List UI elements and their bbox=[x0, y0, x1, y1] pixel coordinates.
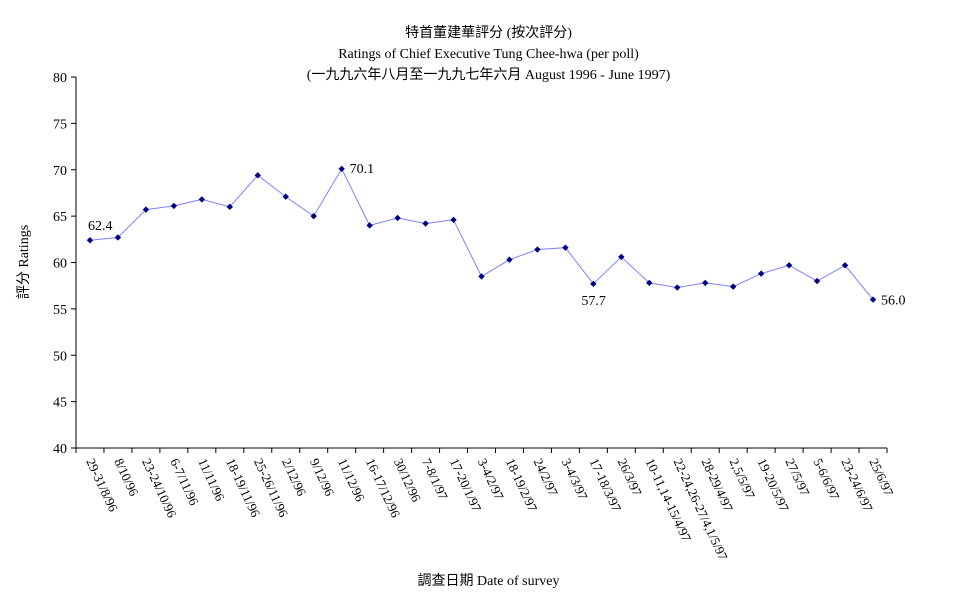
data-point bbox=[394, 214, 401, 222]
data-point bbox=[310, 212, 317, 220]
data-point bbox=[478, 273, 485, 280]
data-point bbox=[813, 277, 821, 285]
data-point bbox=[646, 279, 653, 287]
data-point bbox=[114, 234, 122, 241]
data-point bbox=[562, 244, 569, 251]
data-point bbox=[674, 284, 681, 291]
data-point bbox=[366, 222, 373, 229]
data-point bbox=[198, 196, 206, 203]
data-point bbox=[450, 216, 457, 224]
y-tick-label: 75 bbox=[53, 117, 67, 132]
data-point bbox=[841, 262, 849, 269]
y-tick-label: 65 bbox=[53, 210, 67, 225]
data-point bbox=[729, 283, 737, 290]
x-tick-label: 11/12/96 bbox=[335, 456, 368, 504]
data-point bbox=[142, 206, 150, 213]
x-axis-title: 調查日期 Date of survey bbox=[417, 574, 560, 589]
x-tick-label: 9/12/96 bbox=[307, 456, 338, 499]
y-tick-label: 80 bbox=[53, 71, 67, 86]
data-point bbox=[869, 296, 877, 303]
data-point bbox=[534, 246, 541, 253]
data-label: 70.1 bbox=[350, 162, 375, 177]
x-tick-label: 2/12/96 bbox=[279, 456, 310, 499]
y-tick-label: 45 bbox=[53, 396, 67, 411]
y-tick-label: 60 bbox=[53, 257, 67, 272]
y-tick-label: 70 bbox=[53, 164, 67, 179]
chart-subtitle: Ratings of Chief Executive Tung Chee-hwa… bbox=[338, 47, 639, 62]
x-tick-label: 26/3/97 bbox=[615, 456, 646, 499]
data-point bbox=[254, 172, 261, 179]
x-tick-label: 24/2/97 bbox=[531, 456, 562, 499]
y-tick-label: 40 bbox=[53, 442, 67, 457]
data-point bbox=[757, 270, 765, 277]
y-tick-label: 55 bbox=[53, 303, 67, 318]
y-tick-label: 50 bbox=[53, 349, 67, 364]
data-point bbox=[86, 237, 94, 244]
x-tick-label: 8/10/96 bbox=[111, 456, 142, 499]
chart-title: 特首董建華評分 (按次評分) bbox=[405, 26, 572, 41]
data-point bbox=[226, 203, 234, 211]
data-point bbox=[590, 280, 597, 288]
data-point bbox=[422, 220, 429, 227]
chart-subtitle-dates: (一九九六年八月至一九九七年六月 August 1996 - June 1997… bbox=[306, 68, 671, 83]
data-point bbox=[170, 202, 178, 210]
data-point bbox=[702, 279, 709, 287]
x-tick-label: 3-4/3/97 bbox=[559, 456, 591, 503]
data-point bbox=[282, 193, 289, 200]
data-point bbox=[618, 253, 625, 261]
x-tick-label: 5-6/6/97 bbox=[810, 456, 842, 503]
data-point bbox=[506, 256, 513, 263]
data-point bbox=[338, 165, 345, 173]
data-point bbox=[785, 262, 793, 269]
x-tick-label: 25/6/97 bbox=[866, 456, 897, 499]
y-axis-title: 評分 Ratings bbox=[17, 224, 32, 300]
data-label: 57.7 bbox=[581, 294, 606, 309]
data-label: 56.0 bbox=[881, 294, 906, 309]
series-line bbox=[89, 167, 874, 300]
x-tick-label: 27/5/97 bbox=[782, 456, 813, 499]
data-label: 62.4 bbox=[88, 219, 113, 234]
